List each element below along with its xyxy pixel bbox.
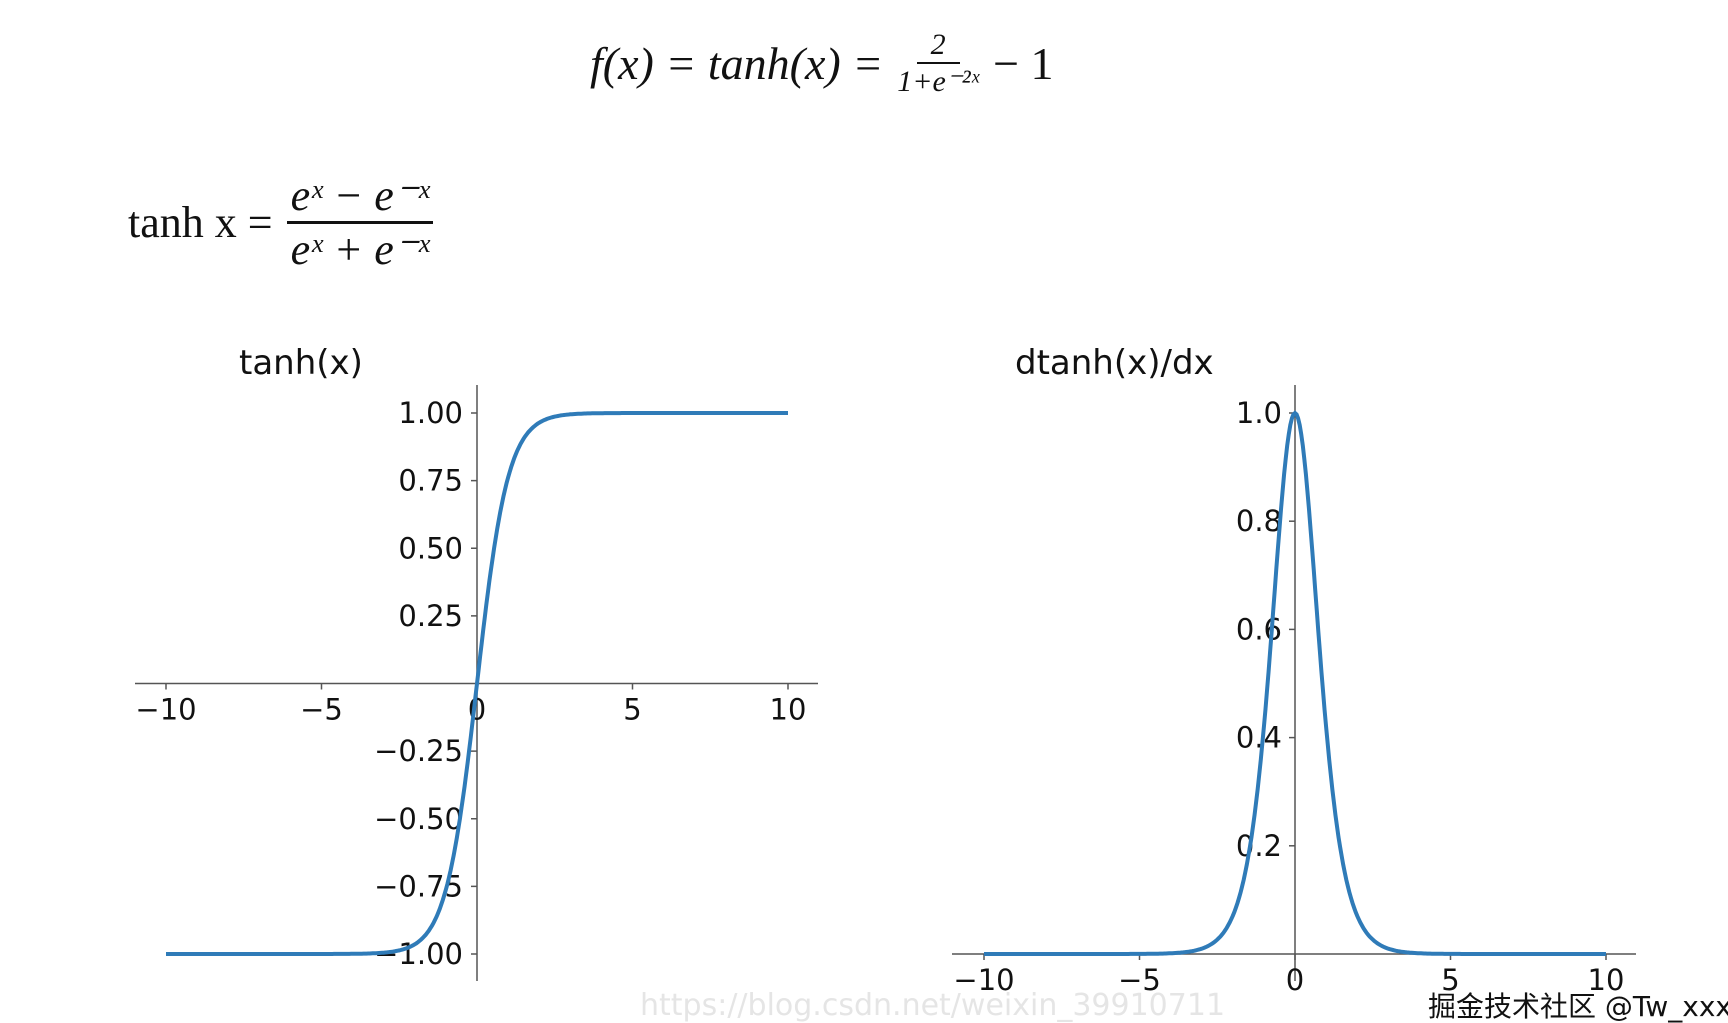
formula-second-lhs: tanh x = bbox=[128, 198, 273, 247]
x-tick-label: 0 bbox=[1286, 963, 1304, 997]
y-tick-label: 0.6 bbox=[1236, 612, 1282, 646]
y-tick-label: 0.50 bbox=[398, 531, 463, 565]
x-tick-label: −10 bbox=[953, 963, 1014, 997]
y-tick-label: −0.50 bbox=[374, 802, 463, 836]
x-tick-label: −5 bbox=[300, 693, 343, 727]
tanh-curve bbox=[166, 411, 788, 956]
tanh-chart: tanh(x) −10 −5 0 5 10−1.00−0.75−0.50−0.250.2… bbox=[135, 343, 818, 981]
formula-tanh-sigmoid-form: f(x) = tanh(x) = 2 1+e⁻²ˣ − 1 bbox=[590, 28, 1054, 99]
formula-top-numerator: 2 bbox=[916, 28, 960, 64]
formula-top-denominator: 1+e⁻²ˣ bbox=[897, 65, 980, 98]
y-tick-label: −0.25 bbox=[374, 734, 463, 768]
dtanh-chart: dtanh(x)/dx −10 −5 0 5 10 0.2 0.4 0.6 0.8 1.0 bbox=[952, 343, 1636, 997]
formula-tanh-exp-form: tanh x = eˣ − e⁻ˣ eˣ + e⁻ˣ bbox=[128, 170, 434, 275]
formula-second-numerator: eˣ − e⁻ˣ bbox=[286, 170, 434, 224]
formula-second-fraction: eˣ − e⁻ˣ eˣ + e⁻ˣ bbox=[286, 170, 434, 275]
dtanh-curve bbox=[984, 410, 1606, 956]
x-tick-label: −10 bbox=[135, 693, 196, 727]
y-tick-label: 1.0 bbox=[1236, 396, 1282, 430]
csdn-watermark: https://blog.csdn.net/weixin_39910711 bbox=[640, 988, 1226, 1023]
formula-second-denominator: eˣ + e⁻ˣ bbox=[290, 225, 430, 274]
x-tick-label: −5 bbox=[1118, 963, 1161, 997]
formula-top-lhs: f(x) = tanh(x) = bbox=[590, 38, 884, 89]
y-tick-label: 0.75 bbox=[398, 464, 463, 498]
dtanh-chart-title: dtanh(x)/dx bbox=[1015, 343, 1214, 383]
x-tick-label: 5 bbox=[623, 693, 641, 727]
formula-top-fraction: 2 1+e⁻²ˣ bbox=[897, 28, 979, 99]
y-tick-label: 0.2 bbox=[1236, 829, 1282, 863]
x-tick-label: 10 bbox=[1588, 963, 1625, 997]
y-tick-label: 1.00 bbox=[398, 396, 463, 430]
tanh-chart-title: tanh(x) bbox=[239, 343, 363, 383]
y-tick-label: 0.25 bbox=[398, 599, 463, 633]
y-tick-label: 0.4 bbox=[1236, 721, 1282, 755]
x-tick-label: 10 bbox=[770, 693, 807, 727]
y-tick-label: 0.8 bbox=[1236, 504, 1282, 538]
formula-top-rhs: − 1 bbox=[993, 38, 1054, 89]
juejin-watermark: 掘金技术社区 @Tw_xxxx bbox=[1428, 990, 1728, 1023]
x-tick-label: 5 bbox=[1441, 963, 1459, 997]
